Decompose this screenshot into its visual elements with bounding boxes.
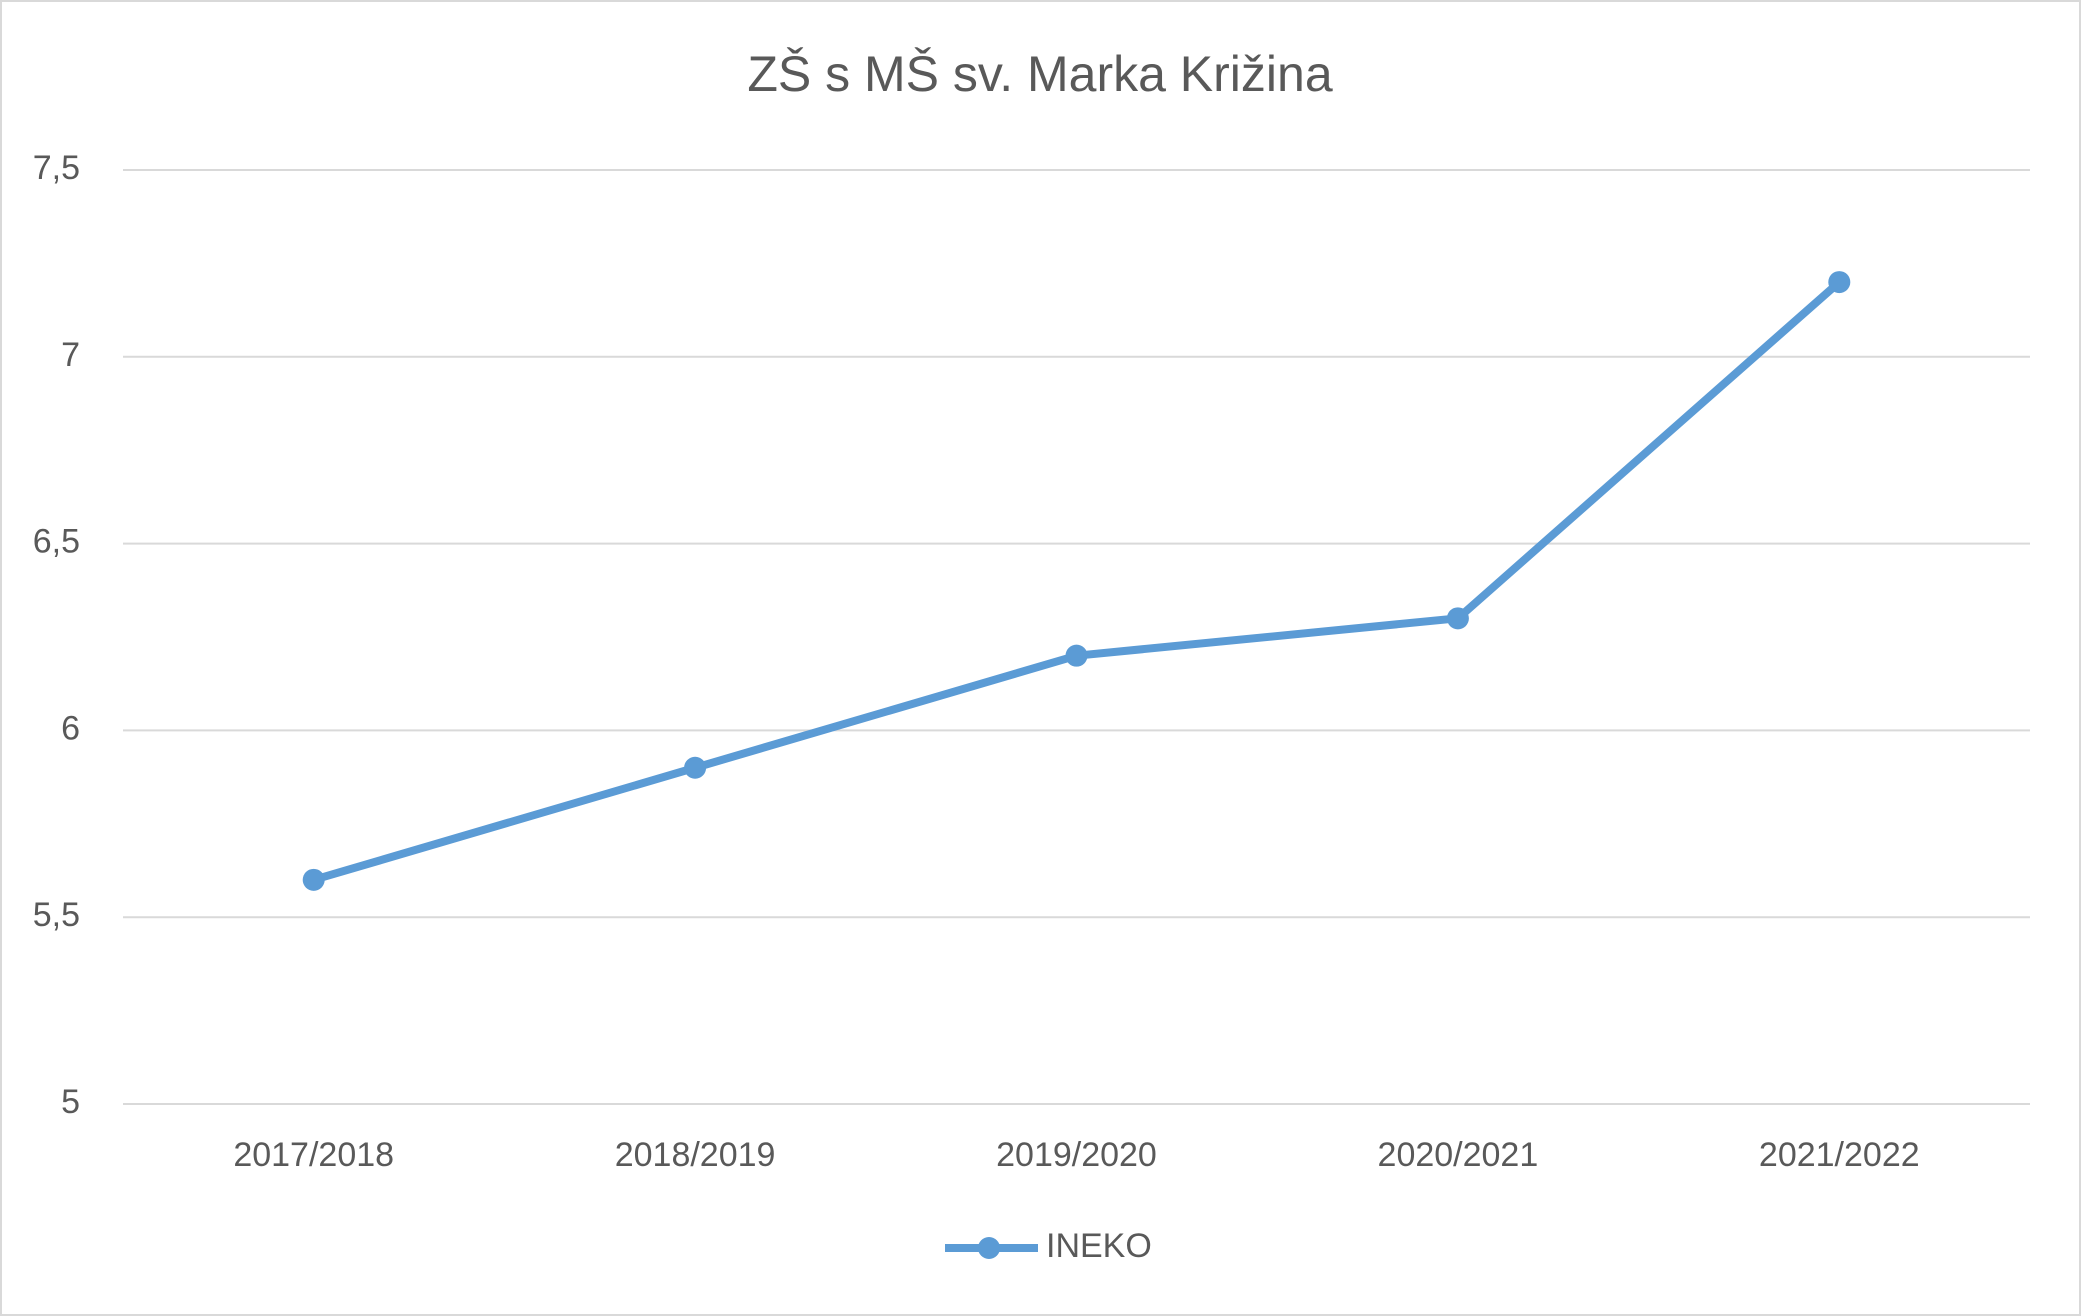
x-tick-label: 2020/2021 bbox=[1378, 1136, 1539, 1174]
point bbox=[1828, 271, 1851, 294]
y-tick-label: 6 bbox=[61, 709, 80, 747]
point bbox=[302, 868, 325, 891]
x-tick-label: 2019/2020 bbox=[996, 1136, 1157, 1174]
point bbox=[1065, 644, 1088, 667]
x-tick-label: 2021/2022 bbox=[1759, 1136, 1920, 1174]
x-tick-label: 2017/2018 bbox=[233, 1136, 394, 1174]
point bbox=[1446, 607, 1469, 630]
y-tick-label: 5 bbox=[61, 1083, 80, 1121]
y-tick-label: 7 bbox=[61, 336, 80, 374]
legend-label: INEKO bbox=[1046, 1227, 1152, 1265]
y-tick-label: 5,5 bbox=[33, 896, 80, 934]
x-tick-label: 2018/2019 bbox=[615, 1136, 776, 1174]
y-tick-label: 6,5 bbox=[33, 523, 80, 561]
legend-marker bbox=[978, 1237, 1000, 1259]
chart-title: ZŠ s MŠ sv. Marka Križina bbox=[747, 46, 1332, 102]
y-tick-label: 7,5 bbox=[33, 149, 80, 187]
point bbox=[684, 756, 707, 779]
